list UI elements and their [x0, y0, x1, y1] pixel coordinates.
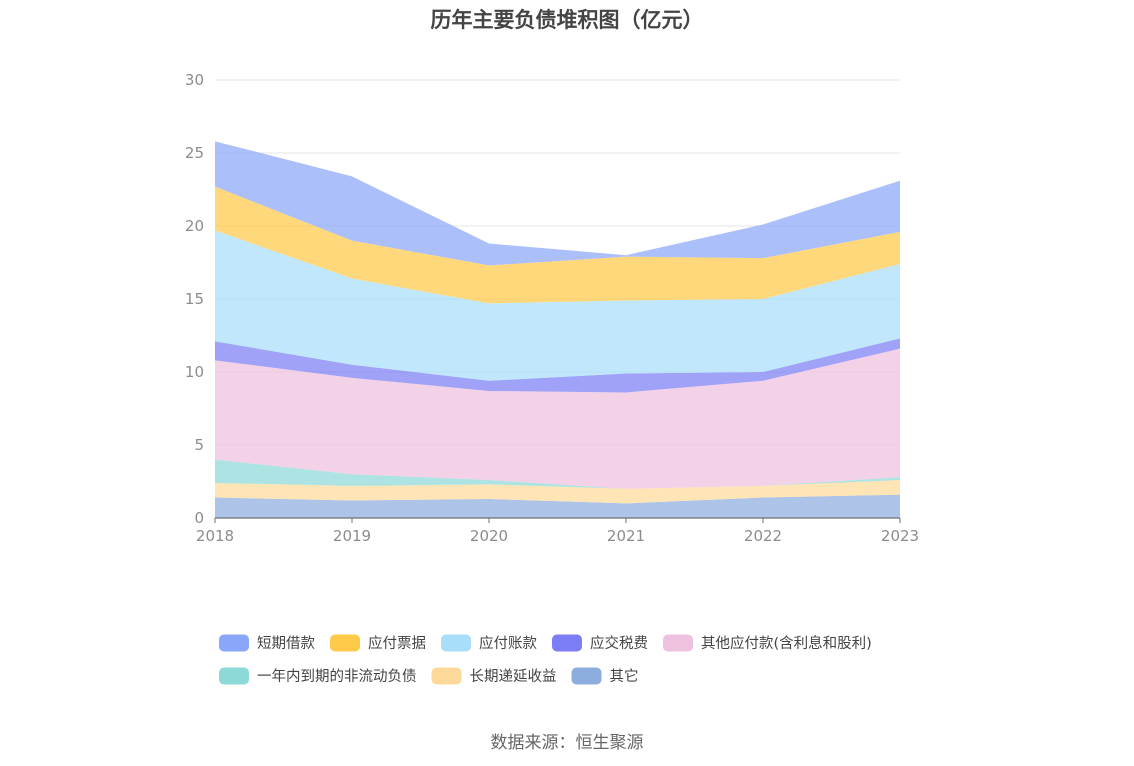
legend-item[interactable]: 一年内到期的非流动负债 — [219, 667, 417, 686]
y-tick-label: 10 — [185, 363, 204, 381]
y-tick-label: 20 — [185, 217, 204, 235]
axes: 0 5 10 15 20 25 30 2018 2019 2020 2021 2022 2023 — [185, 71, 919, 545]
area-series-1 — [215, 480, 900, 504]
data-source-note: 数据来源：恒生聚源 — [490, 733, 644, 753]
legend-swatch — [330, 634, 360, 652]
y-tick-label: 15 — [185, 290, 204, 308]
area-series-4 — [215, 338, 900, 393]
legend-item[interactable]: 其他应付款(含利息和股利) — [663, 634, 872, 652]
stacked-area-chart: 0 5 10 15 20 25 30 2018 2019 2020 2021 2022 2023 短期借… — [185, 71, 919, 685]
legend-item[interactable]: 应付账款 — [441, 634, 537, 652]
x-tick-label: 2018 — [196, 527, 234, 545]
chart-title: 历年主要负债堆积图（亿元） — [430, 8, 704, 32]
legend-label: 应付账款 — [479, 634, 537, 652]
x-tick-label: 2022 — [744, 527, 782, 545]
area-series-layer — [215, 141, 900, 518]
legend-item[interactable]: 应付票据 — [330, 634, 426, 652]
legend-item[interactable]: 其它 — [571, 667, 639, 685]
legend-label: 应交税费 — [590, 634, 648, 652]
legend-item[interactable]: 短期借款 — [219, 634, 315, 653]
legend-item[interactable]: 长期递延收益 — [431, 667, 557, 686]
area-series-5 — [215, 230, 900, 381]
y-tick-label: 30 — [185, 71, 204, 89]
area-series-3 — [215, 348, 900, 489]
legend-swatch — [219, 634, 249, 652]
area-series-6 — [215, 186, 900, 304]
x-tick-label: 2021 — [607, 527, 645, 545]
x-tick-label: 2020 — [470, 527, 508, 545]
y-tick-label: 5 — [194, 436, 204, 454]
legend-label: 其它 — [610, 667, 639, 685]
legend-swatch — [663, 634, 693, 652]
area-series-0 — [215, 494, 900, 518]
x-tick-label: 2019 — [333, 527, 371, 545]
legend-swatch — [441, 634, 471, 652]
legend-swatch — [219, 667, 249, 685]
legend-label: 一年内到期的非流动负债 — [257, 668, 417, 685]
area-series-2 — [215, 459, 900, 489]
legend[interactable]: 短期借款 应付票据 应付账款 应交税费 其他应付款(含利息和股利) 一年内到期的非流动负债… — [219, 634, 872, 685]
legend-label: 其他应付款(含利息和股利) — [701, 634, 872, 652]
legend-label: 短期借款 — [257, 635, 315, 652]
legend-swatch — [552, 634, 582, 652]
y-tick-label: 25 — [185, 144, 204, 162]
legend-swatch — [571, 667, 602, 685]
area-series-7 — [215, 141, 900, 266]
y-tick-label: 0 — [194, 509, 204, 527]
legend-label: 应付票据 — [368, 634, 426, 652]
legend-item[interactable]: 应交税费 — [552, 634, 648, 652]
legend-label: 长期递延收益 — [470, 668, 557, 685]
legend-swatch — [431, 667, 462, 685]
x-tick-label: 2023 — [881, 527, 919, 545]
